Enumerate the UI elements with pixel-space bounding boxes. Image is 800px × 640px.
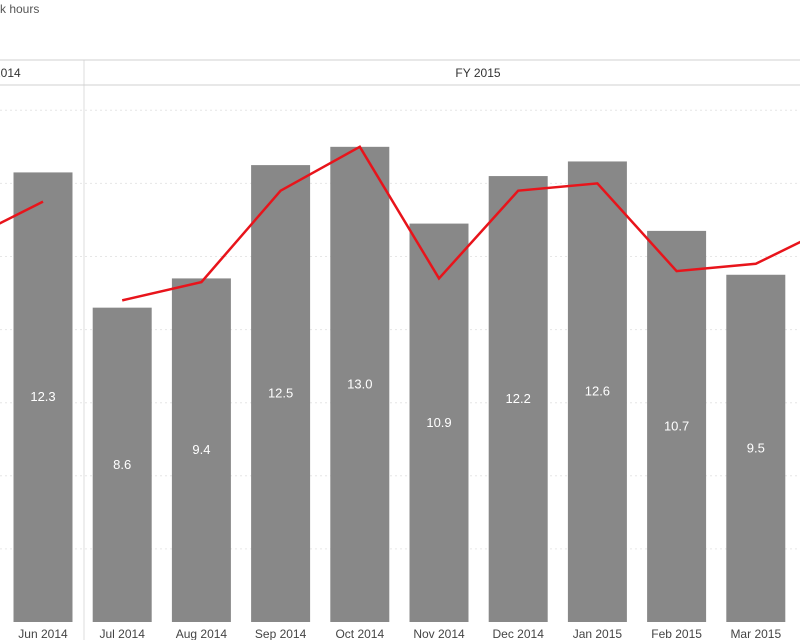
bar (647, 230, 707, 622)
bar-value-label: 9.5 (747, 440, 765, 455)
x-tick-label: Sep 2014 (255, 627, 307, 640)
x-axis-tick-labels: Jun 2014 Jul 2014 Aug 2014 Sep 2014 Oct 2014… (18, 627, 781, 640)
bar-value-label: 9.4 (192, 442, 210, 457)
bar-value-label: 12.3 (30, 389, 55, 404)
x-tick-label: Aug 2014 (176, 627, 228, 640)
bar-value-label: 12.2 (506, 391, 531, 406)
bar (171, 278, 231, 622)
bar (13, 172, 73, 622)
x-tick-label: Mar 2015 (730, 627, 781, 640)
bar-value-label: 12.5 (268, 386, 293, 401)
x-tick-label: Oct 2014 (335, 627, 384, 640)
x-tick-label: Feb 2015 (651, 627, 702, 640)
bar-value-label: 10.7 (664, 418, 689, 433)
line-segment-2014 (0, 200, 44, 225)
line-series (0, 145, 800, 302)
bar-value-label: 13.0 (347, 376, 372, 391)
group-header-label: 2014 (0, 66, 21, 80)
bar-value-label: 10.9 (426, 415, 451, 430)
group-header-label: FY 2015 (455, 66, 500, 80)
x-tick-label: Jun 2014 (18, 627, 68, 640)
x-tick-label: Dec 2014 (493, 627, 545, 640)
chart-subtitle: k hours (0, 2, 40, 16)
bar (330, 146, 390, 623)
bar (567, 161, 627, 622)
bar (409, 223, 469, 622)
group-headers: 2014 FY 2015 (0, 59, 800, 86)
bar (488, 176, 548, 622)
bar-value-label: 8.6 (113, 457, 131, 472)
x-tick-label: Nov 2014 (413, 627, 465, 640)
x-tick-label: Jul 2014 (100, 627, 146, 640)
bar (251, 165, 311, 622)
bar-value-label: 12.6 (585, 384, 610, 399)
bar (726, 274, 786, 622)
line-segment-fy2015 (121, 145, 800, 302)
bar (92, 307, 152, 622)
bar-value-labels: 12.3 8.6 9.4 12.5 13.0 10.9 12.2 12.6 10.7 9.5 (30, 376, 764, 471)
x-tick-label: Jan 2015 (573, 627, 623, 640)
bar-series (13, 146, 786, 623)
